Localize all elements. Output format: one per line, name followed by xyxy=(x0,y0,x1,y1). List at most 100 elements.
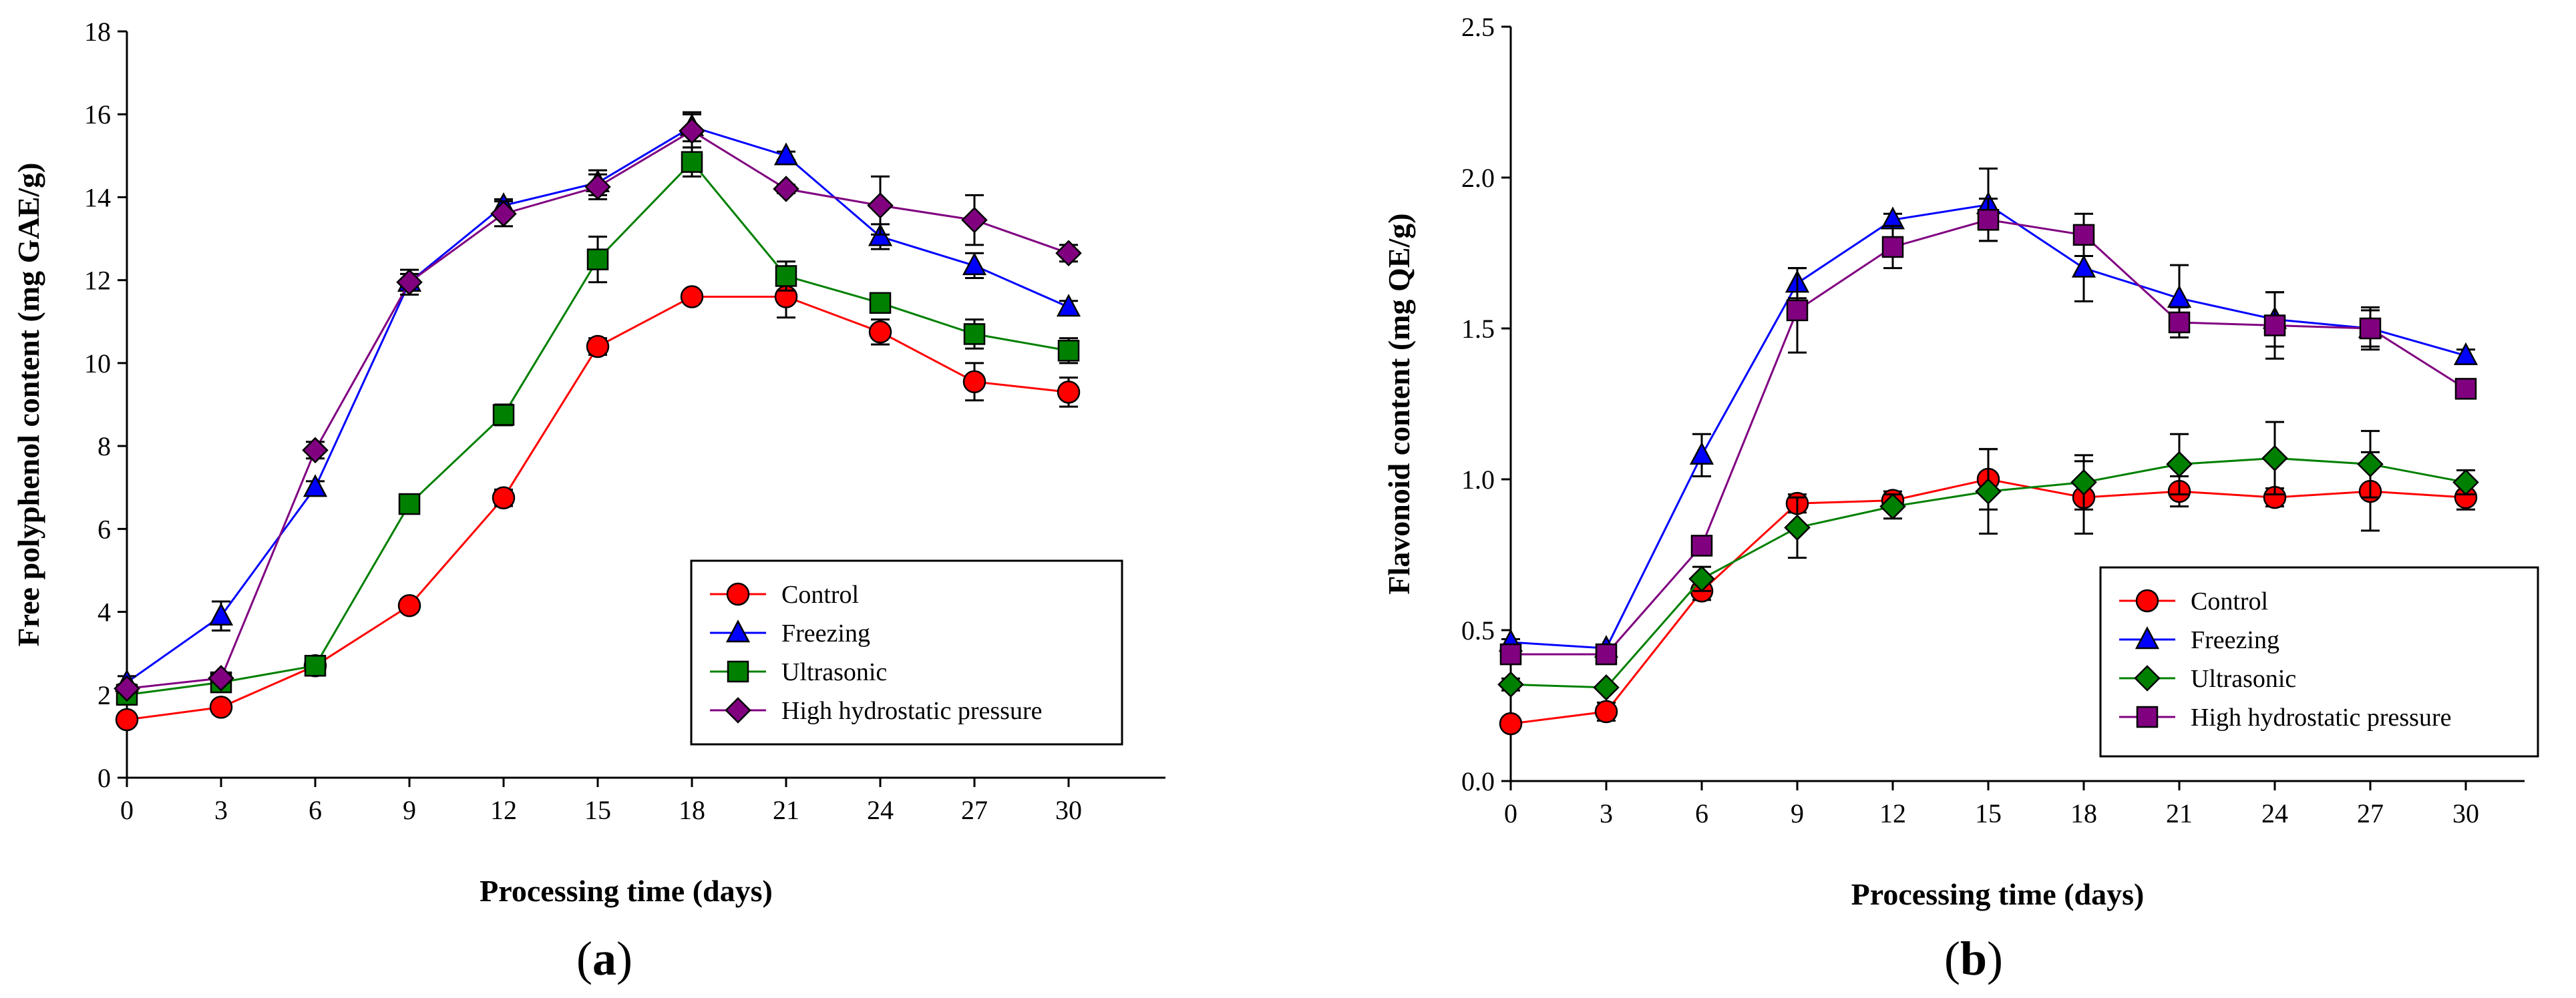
legend-marker xyxy=(727,660,749,683)
data-point xyxy=(681,151,703,173)
data-point xyxy=(2263,314,2286,336)
x-tick-label: 3 xyxy=(1600,798,1613,828)
y-tick-label: 16 xyxy=(84,99,111,130)
panel-label-close: ) xyxy=(1987,932,2003,985)
x-tick-label: 12 xyxy=(1879,798,1906,828)
legend-label: High hydrostatic pressure xyxy=(781,697,1042,725)
data-point xyxy=(492,404,515,426)
x-tick-label: 21 xyxy=(773,795,799,825)
legend-box xyxy=(690,559,1123,746)
x-tick-label: 30 xyxy=(2452,798,2479,828)
y-tick-label: 0.0 xyxy=(1461,766,1495,796)
data-point xyxy=(1879,493,1906,520)
x-tick-label: 3 xyxy=(214,795,228,825)
data-point xyxy=(208,602,234,626)
data-point xyxy=(868,320,892,344)
data-point xyxy=(1497,671,1524,698)
y-tick-label: 0.5 xyxy=(1461,615,1495,646)
data-point xyxy=(115,708,139,732)
legend-label: Freezing xyxy=(781,619,870,648)
data-point xyxy=(2071,254,2096,278)
data-point xyxy=(2453,342,2478,365)
data-point xyxy=(1595,643,1618,666)
y-tick-label: 14 xyxy=(84,182,111,212)
x-tick-label: 30 xyxy=(1055,795,1082,825)
panel-label-close: ) xyxy=(616,932,632,985)
data-point xyxy=(1057,340,1080,362)
data-point xyxy=(209,696,233,719)
data-point xyxy=(962,370,986,394)
legend-marker xyxy=(726,582,750,606)
data-point xyxy=(586,334,610,358)
data-point xyxy=(1786,299,1809,322)
x-tick-label: 9 xyxy=(403,795,416,825)
x-tick-label: 27 xyxy=(2357,798,2384,828)
x-tick-label: 0 xyxy=(120,795,134,825)
legend-label: Ultrasonic xyxy=(781,658,887,686)
legend: Control Freezing Ultrasonic High hydrostati… xyxy=(2099,566,2539,758)
legend: Control Freezing Ultrasonic High hydrostati… xyxy=(690,559,1123,746)
data-point xyxy=(2359,317,2382,340)
data-point xyxy=(961,206,988,234)
series-control xyxy=(115,274,1081,732)
data-point xyxy=(775,265,797,287)
y-tick-label: 2.5 xyxy=(1461,12,1495,42)
data-point xyxy=(869,292,892,314)
legend-label: High hydrostatic pressure xyxy=(2191,704,2451,732)
x-tick-label: 18 xyxy=(679,795,705,825)
data-point xyxy=(1499,643,1522,666)
data-point xyxy=(1056,294,1081,317)
panel-label-open: ( xyxy=(1944,932,1960,985)
data-point xyxy=(114,675,140,702)
y-tick-label: 10 xyxy=(84,348,111,379)
data-point xyxy=(867,192,894,219)
x-tick-label: 12 xyxy=(490,795,517,825)
data-point xyxy=(396,269,423,296)
data-point xyxy=(397,593,421,617)
legend-marker xyxy=(2136,706,2159,728)
data-point xyxy=(773,176,799,202)
data-point xyxy=(1593,674,1620,701)
data-point xyxy=(2072,224,2095,246)
x-tick-label: 24 xyxy=(2261,798,2288,828)
data-point xyxy=(2168,311,2191,334)
data-point xyxy=(302,437,329,464)
data-point xyxy=(2454,378,2477,400)
x-tick-label: 15 xyxy=(584,795,611,825)
data-point xyxy=(1055,240,1082,267)
data-point xyxy=(2357,451,2384,478)
legend-label: Control xyxy=(781,581,859,609)
data-point xyxy=(1688,565,1715,592)
chart-panel-b: 0.0 0.5 1.0 1.5 2.0 2.5 0 3 6 9 12 15 18 21 24 27 30 Proc… xyxy=(1382,12,2539,985)
data-point xyxy=(1977,209,2000,231)
data-point xyxy=(490,200,517,228)
legend-marker xyxy=(2134,665,2161,692)
data-point xyxy=(1690,535,1713,557)
data-point xyxy=(586,248,609,270)
x-tick-label: 0 xyxy=(1504,798,1517,828)
series-high-hydrostatic-pressure xyxy=(1499,198,2477,666)
legend-label: Control xyxy=(2191,587,2268,615)
legend-marker xyxy=(725,619,751,643)
data-point xyxy=(492,486,516,509)
data-point xyxy=(2070,469,2097,496)
panel-label-letter: b xyxy=(1960,932,1987,985)
y-tick-label: 6 xyxy=(98,514,111,544)
x-tick-label: 21 xyxy=(2166,798,2193,828)
x-axis-title: Processing time (days) xyxy=(1851,877,2145,911)
data-point xyxy=(208,665,234,692)
data-point xyxy=(398,493,421,515)
data-point xyxy=(773,142,799,166)
panel-label: (b) xyxy=(1944,932,2003,985)
y-tick-label: 8 xyxy=(98,431,111,461)
data-point xyxy=(679,117,705,144)
data-point xyxy=(2166,451,2193,478)
data-point xyxy=(1057,381,1081,404)
y-axis-title: Flavonoid content (mg QE/g) xyxy=(1382,213,1416,594)
legend-box xyxy=(2099,566,2539,758)
legend-marker xyxy=(2135,626,2160,650)
data-point xyxy=(1784,514,1811,541)
panel-label: (a) xyxy=(576,932,632,985)
legend-marker xyxy=(2135,589,2159,613)
